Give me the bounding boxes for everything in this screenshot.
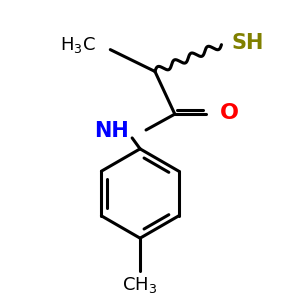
Text: H$_3$C: H$_3$C <box>60 35 95 55</box>
Text: SH: SH <box>231 33 264 53</box>
Text: O: O <box>220 103 238 123</box>
Text: CH$_3$: CH$_3$ <box>122 275 158 295</box>
Text: NH: NH <box>94 121 129 141</box>
